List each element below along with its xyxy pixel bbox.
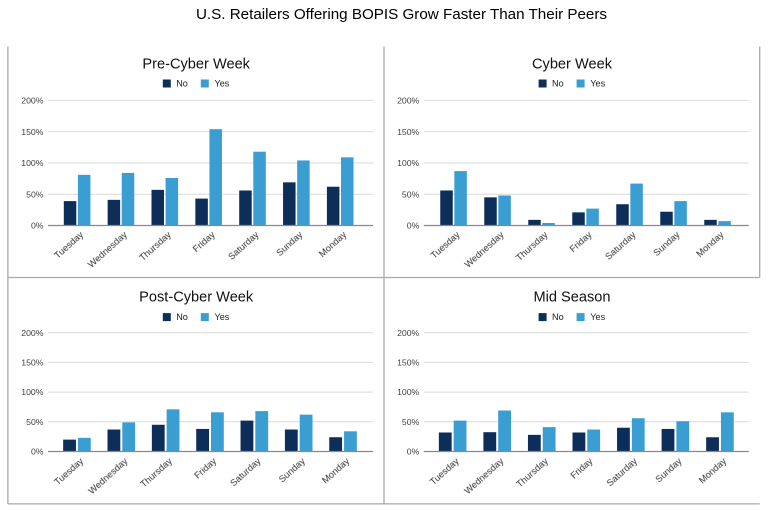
svg-text:Yes: Yes — [215, 78, 230, 88]
svg-text:150%: 150% — [397, 358, 419, 368]
svg-text:No: No — [176, 312, 188, 322]
svg-text:100%: 100% — [21, 158, 43, 168]
svg-text:150%: 150% — [397, 127, 419, 137]
svg-text:100%: 100% — [21, 387, 43, 397]
svg-text:Post-Cyber Week: Post-Cyber Week — [139, 290, 254, 306]
svg-text:100%: 100% — [397, 158, 419, 168]
svg-text:Cyber Week: Cyber Week — [532, 57, 613, 73]
svg-text:200%: 200% — [397, 328, 419, 338]
svg-text:50%: 50% — [26, 417, 44, 427]
svg-text:200%: 200% — [397, 96, 419, 106]
svg-text:150%: 150% — [21, 358, 43, 368]
svg-text:200%: 200% — [21, 96, 43, 106]
svg-text:100%: 100% — [397, 387, 419, 397]
svg-text:0%: 0% — [31, 447, 44, 457]
svg-text:0%: 0% — [31, 221, 44, 231]
svg-text:Yes: Yes — [590, 78, 605, 88]
svg-text:No: No — [176, 78, 188, 88]
svg-text:Yes: Yes — [590, 312, 605, 322]
svg-text:U.S. Retailers Offering BOPIS: U.S. Retailers Offering BOPIS Grow Faste… — [196, 6, 607, 23]
svg-text:Pre-Cyber Week: Pre-Cyber Week — [142, 57, 250, 73]
svg-text:No: No — [552, 312, 564, 322]
svg-text:No: No — [552, 78, 564, 88]
svg-text:Yes: Yes — [215, 312, 230, 322]
svg-text:50%: 50% — [402, 189, 420, 199]
svg-text:Mid Season: Mid Season — [533, 290, 610, 306]
svg-text:50%: 50% — [26, 189, 44, 199]
svg-text:0%: 0% — [407, 221, 420, 231]
svg-text:200%: 200% — [21, 328, 43, 338]
svg-text:0%: 0% — [407, 447, 420, 457]
svg-text:150%: 150% — [21, 127, 43, 137]
svg-text:50%: 50% — [402, 417, 420, 427]
